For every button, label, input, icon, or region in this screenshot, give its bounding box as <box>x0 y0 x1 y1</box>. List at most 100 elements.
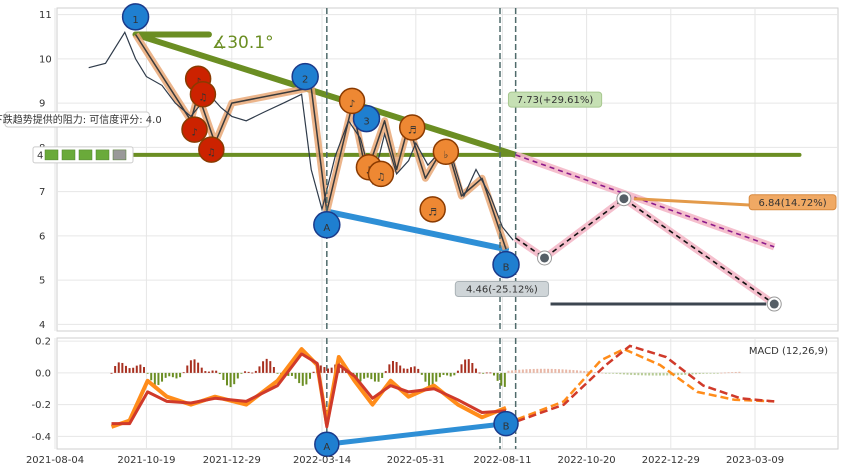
macd-hist-bar <box>543 368 546 373</box>
macd-hist-bar <box>604 372 607 374</box>
macd-hist-bar <box>648 372 651 376</box>
macd-hist-bar <box>572 370 575 373</box>
macd-marker-A: A <box>314 431 340 457</box>
macd-hist-bar <box>727 372 730 374</box>
macd-hist-bar <box>200 367 203 373</box>
resistance-label-text: 下跌趋势提供的阻力: 可信度评分: 4.0 <box>0 113 162 126</box>
macd-hist-bar <box>186 365 189 373</box>
macd-hist-bar <box>550 368 553 373</box>
macd-hist-bar <box>117 362 120 373</box>
macd-hist-bar <box>731 372 734 373</box>
macd-hist-bar <box>687 372 690 375</box>
macd-hist-bar <box>153 372 156 385</box>
macd-hist-bar <box>229 372 232 388</box>
macd-hist-bar <box>626 372 629 375</box>
macd-hist-bar <box>557 369 560 373</box>
macd-hist-bar <box>218 372 221 375</box>
macd-hist-bar <box>680 372 683 375</box>
marker-B: B <box>492 250 520 279</box>
macd-hist-bar <box>121 362 124 373</box>
macd-hist-bar <box>193 359 196 373</box>
macd-hist-bar <box>305 372 308 385</box>
macd-hist-bar <box>485 372 488 374</box>
x-tick: 2022-05-31 <box>387 455 445 466</box>
macd-hist-bar <box>197 362 200 373</box>
target-up-badge-box <box>507 91 603 108</box>
macd-hist-bar <box>716 372 719 374</box>
macd-hist-bar <box>586 371 589 373</box>
macd-hist-bar <box>370 372 373 380</box>
macd-y-tick: -0.4 <box>31 432 51 443</box>
x-tick: 2022-08-11 <box>473 455 531 466</box>
macd-hist-bar <box>157 372 160 385</box>
macd-hist-bar <box>410 367 413 373</box>
macd-hist-bar <box>139 364 142 373</box>
price-panel-frame <box>56 7 839 332</box>
macd-hist-bar <box>179 372 182 378</box>
target-down-badge: 4.46(-25.12%) <box>454 281 550 298</box>
macd-hist-bar <box>615 372 618 374</box>
marker-circle <box>398 114 426 141</box>
marker-circle <box>338 87 366 115</box>
macd-hist-bar <box>640 372 643 376</box>
marker-label: A <box>323 223 330 234</box>
macd-hist-bar <box>666 372 669 376</box>
macd-hist-bar <box>662 372 665 376</box>
marker-circle <box>198 136 225 163</box>
marker-circle <box>352 104 381 133</box>
macd-hist-bar <box>525 369 528 373</box>
trend-extension-line <box>515 154 775 248</box>
macd-hist-bar <box>233 372 236 385</box>
macd-hist-bar <box>225 372 228 386</box>
macd-hist-bar <box>622 372 625 375</box>
badge-icon-tile <box>95 149 110 161</box>
macd-hist-bar <box>507 370 510 373</box>
macd-hist-bar <box>215 370 218 373</box>
macd-hist-bar <box>269 361 272 373</box>
marker-circle <box>181 116 208 143</box>
marker-circle <box>432 138 460 166</box>
macd-hist-bar <box>399 365 402 373</box>
macd-hist-bar <box>124 365 127 373</box>
macd-hist-bar <box>619 372 622 375</box>
macd-hist-bar <box>720 372 723 374</box>
macd-hist-bar <box>442 372 445 375</box>
projection-path <box>515 197 775 305</box>
macd-hist-bar <box>294 372 297 379</box>
macd-hist-bar <box>658 372 661 376</box>
marker-label: B <box>503 263 510 274</box>
macd-hist-bar <box>330 367 333 373</box>
macd-hist-bar <box>554 369 557 373</box>
macd-hist-bar <box>391 360 394 373</box>
macd-hist-bar <box>175 372 178 379</box>
macd-marker-circle <box>493 410 519 437</box>
marker-3: 3 <box>352 104 381 133</box>
macd-hist-bar <box>312 371 315 373</box>
macd-marker-B: B <box>493 410 519 437</box>
x-tick: 2021-10-19 <box>117 455 175 466</box>
x-tick: 2022-03-14 <box>293 455 351 466</box>
macd-hist-bar <box>575 370 578 373</box>
macd-marker-label: A <box>323 442 330 453</box>
marker-label: 2 <box>302 75 308 86</box>
macd-hist-bar <box>424 372 427 382</box>
icon-badge-row: 4 <box>32 146 134 164</box>
macd-hist-bar <box>460 364 463 373</box>
macd-hist-bar <box>594 371 597 373</box>
macd-hist-bar <box>536 368 539 373</box>
macd-hist-bar <box>251 372 254 374</box>
macd-hist-bar <box>500 372 503 386</box>
macd-hist-bar <box>655 372 658 376</box>
marker-label: ♫ <box>376 172 385 183</box>
macd-projection-0 <box>505 347 775 425</box>
macd-hist-bar <box>168 372 171 377</box>
x-tick: 2021-08-04 <box>26 455 84 466</box>
macd-hist-bar <box>579 370 582 373</box>
macd-hist-bar <box>705 372 708 374</box>
projection-node <box>769 299 779 309</box>
macd-hist-bar <box>438 372 441 378</box>
macd-hist-bar <box>319 365 322 373</box>
macd-hist-bar <box>323 367 326 373</box>
